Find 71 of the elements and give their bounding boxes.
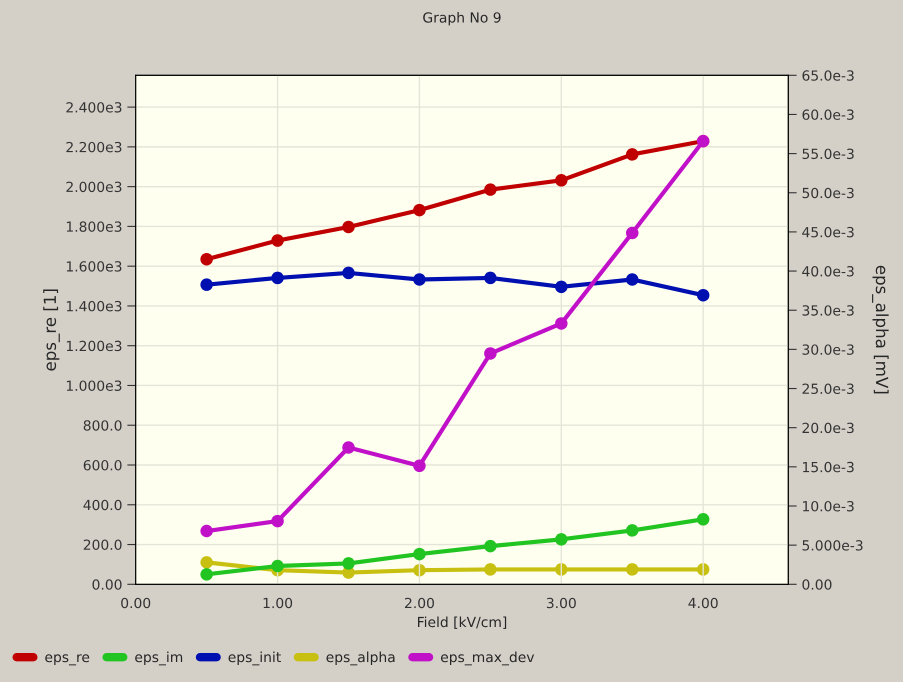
y-tick-label: 1.800e3 xyxy=(66,221,122,232)
point xyxy=(555,533,568,546)
x-tick-label: 1.00 xyxy=(264,598,292,608)
y2-tick-label: 20.0e-3 xyxy=(802,422,854,434)
y-tick-label: 600.0 xyxy=(84,460,122,470)
point xyxy=(200,278,213,291)
x-axis-title: Field [kV/cm] xyxy=(418,616,506,629)
point xyxy=(484,272,497,284)
point xyxy=(484,347,497,360)
point xyxy=(342,220,355,234)
chart-title: Graph No 9 xyxy=(423,12,501,26)
point xyxy=(342,557,355,570)
y-tick-label: 2.400e3 xyxy=(66,102,122,113)
y-tick-label: 200.0 xyxy=(84,540,122,550)
point xyxy=(271,234,284,247)
point xyxy=(555,317,568,330)
point xyxy=(271,560,284,572)
y-tick-label: 400.0 xyxy=(83,500,122,510)
point xyxy=(626,524,638,537)
point xyxy=(413,204,426,216)
point xyxy=(626,148,638,161)
point xyxy=(200,524,213,538)
legend-label: eps_init xyxy=(228,652,281,666)
x-tick-label: 2.00 xyxy=(404,598,434,608)
y2-tick-label: 0.00 xyxy=(802,579,832,590)
point xyxy=(200,252,213,266)
point xyxy=(626,226,638,240)
y-tick-label: 1.000e3 xyxy=(66,380,122,391)
y2-tick-label: 5.000e-3 xyxy=(802,540,863,551)
x-tick-label: 3.00 xyxy=(546,598,576,608)
point xyxy=(484,540,497,552)
y2-tick-label: 40.0e-3 xyxy=(802,266,854,277)
y2-tick-label: 45.0e-3 xyxy=(802,226,854,238)
legend-label: eps_alpha xyxy=(326,652,394,666)
y2-tick-label: 25.0e-3 xyxy=(802,384,854,394)
legend-label: eps_re xyxy=(45,654,90,666)
legend-label: eps_max_dev xyxy=(440,652,534,666)
y-tick-label: 1.600e3 xyxy=(66,261,122,272)
y-tick-label: 0.00 xyxy=(92,579,122,590)
point xyxy=(626,273,638,286)
y2-tick-label: 60.0e-3 xyxy=(802,109,854,120)
point xyxy=(696,513,710,526)
y-tick-label: 800.0 xyxy=(84,420,122,431)
y2-axis-title: eps_alpha [mV] xyxy=(872,266,889,394)
point xyxy=(342,441,355,454)
point xyxy=(271,514,284,528)
point xyxy=(413,273,426,286)
y2-tick-label: 15.0e-3 xyxy=(803,462,854,472)
point xyxy=(555,280,568,294)
y-tick-label: 1.400e3 xyxy=(66,300,122,312)
y2-tick-label: 65.0e-3 xyxy=(802,70,854,81)
y2-tick-label: 55.0e-3 xyxy=(802,148,854,160)
y2-tick-label: 35.0e-3 xyxy=(802,305,854,316)
point xyxy=(484,183,497,196)
point xyxy=(413,460,426,472)
point xyxy=(696,288,710,302)
point xyxy=(555,174,568,187)
y-tick-label: 1.200e3 xyxy=(66,340,122,352)
y2-tick-label: 50.0e-3 xyxy=(802,188,854,198)
point xyxy=(271,272,284,284)
y-axis-title: eps_re [1] xyxy=(43,289,60,371)
point xyxy=(342,266,355,280)
point xyxy=(200,568,213,581)
x-tick-label: 4.00 xyxy=(688,598,718,608)
y2-tick-label: 30.0e-3 xyxy=(802,344,854,355)
x-tick-label: 0.00 xyxy=(121,598,150,608)
legend-label: eps_im xyxy=(135,652,182,666)
y2-tick-label: 10.0e-3 xyxy=(803,500,854,512)
y-tick-label: 2.000e3 xyxy=(66,182,122,192)
point xyxy=(413,548,426,560)
y-tick-label: 2.200e3 xyxy=(66,142,122,152)
